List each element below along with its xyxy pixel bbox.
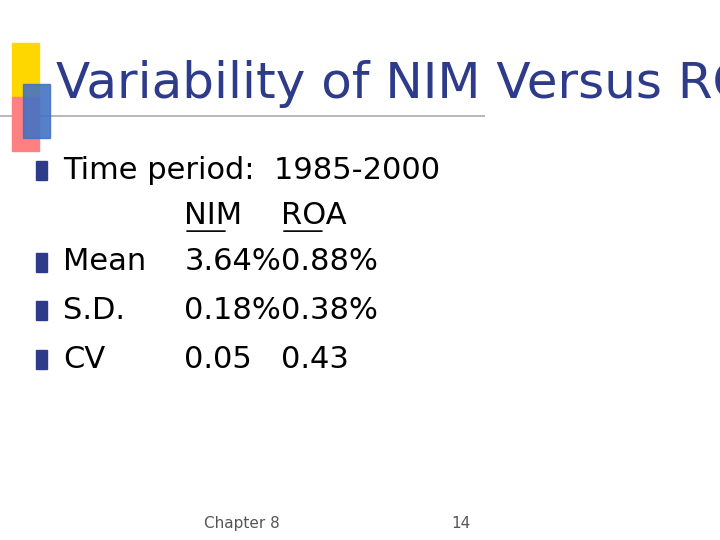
Text: Time period:  1985-2000: Time period: 1985-2000 [63,156,440,185]
Text: 3.64%: 3.64% [184,247,281,276]
Text: 0.38%: 0.38% [281,296,378,325]
Text: 0.43: 0.43 [281,345,349,374]
Bar [36,301,47,320]
Text: 0.88%: 0.88% [281,247,378,276]
Text: 0.18%: 0.18% [184,296,281,325]
Bar [23,84,50,138]
Bar [12,97,39,151]
Text: 0.05: 0.05 [184,345,252,374]
Text: Variability of NIM Versus ROA: Variability of NIM Versus ROA [55,60,720,107]
Text: CV: CV [63,345,105,374]
Text: S.D.: S.D. [63,296,125,325]
Text: 14: 14 [451,516,470,531]
Bar [36,161,47,180]
Text: Chapter 8: Chapter 8 [204,516,280,531]
Bar [12,43,39,97]
Text: ROA: ROA [281,201,347,231]
Text: Mean: Mean [63,247,146,276]
Bar [36,350,47,369]
Bar [36,253,47,272]
Text: NIM: NIM [184,201,243,231]
